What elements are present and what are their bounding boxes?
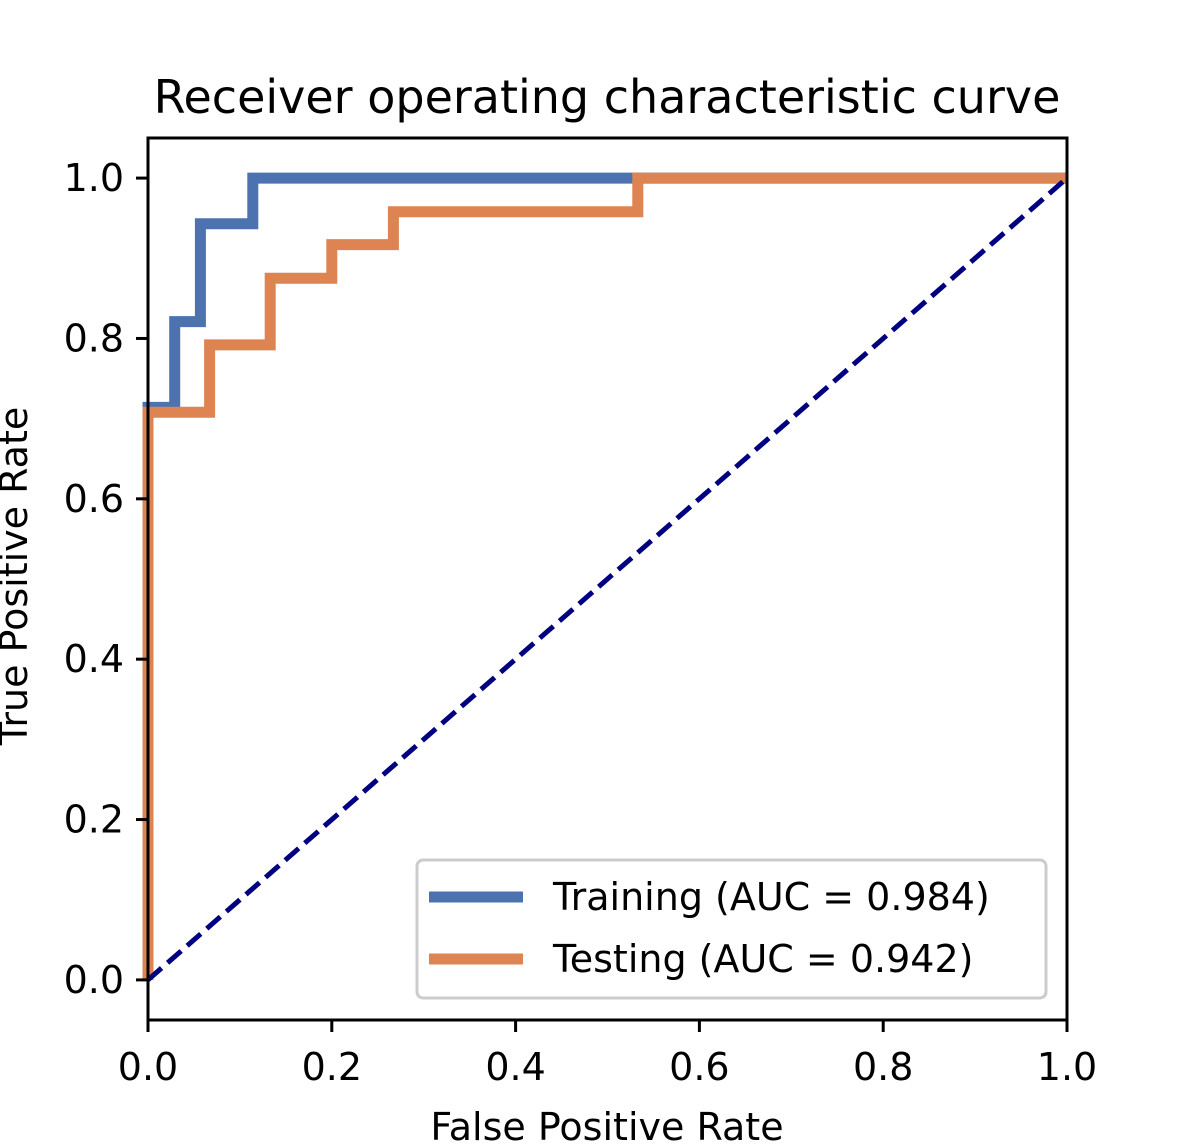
y-tick-label: 1.0 — [64, 156, 124, 200]
y-tick-label: 0.8 — [64, 316, 124, 360]
x-tick-label: 0.8 — [853, 1045, 913, 1089]
legend-label-training: Training (AUC = 0.984) — [552, 875, 990, 919]
y-tick-label: 0.6 — [64, 477, 124, 521]
legend: Training (AUC = 0.984) Testing (AUC = 0.9… — [415, 858, 1048, 1000]
series-line-chance — [146, 176, 1069, 982]
y-tick-label: 0.0 — [64, 958, 124, 1002]
axis-ticks: 0.0 0.2 0.4 0.6 0.8 1.0 0.0 0.2 0.4 0.6 0.8 1.0 — [64, 156, 1098, 1089]
x-tick-label: 0.4 — [485, 1045, 545, 1089]
y-tick-label: 0.2 — [64, 798, 124, 842]
y-tick-label: 0.4 — [64, 637, 124, 681]
axes-frame — [146, 136, 1069, 1022]
legend-box — [415, 858, 1048, 1000]
series-line-testing — [142, 172, 1067, 980]
x-axis-label: False Positive Rate — [430, 1105, 783, 1146]
plot-area — [142, 136, 1069, 1022]
chart-title: Receiver operating characteristic curve — [154, 70, 1061, 124]
x-tick-label: 0.6 — [669, 1045, 729, 1089]
x-tick-label: 1.0 — [1037, 1045, 1097, 1089]
x-tick-label: 0.0 — [118, 1045, 178, 1089]
x-tick-label: 0.2 — [302, 1045, 362, 1089]
y-axis-label: True Positive Rate — [0, 407, 36, 747]
legend-label-testing: Testing (AUC = 0.942) — [552, 937, 973, 981]
